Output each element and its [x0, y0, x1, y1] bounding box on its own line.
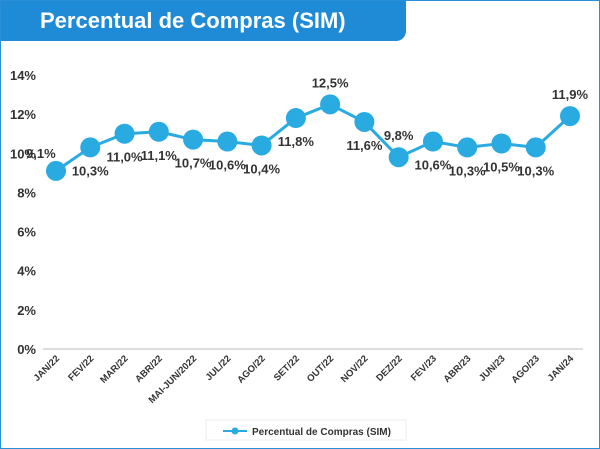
page-title: Percentual de Compras (SIM) — [1, 1, 406, 41]
x-tick-label: ABR/22 — [133, 353, 165, 385]
x-tick-label: JUL/22 — [204, 353, 234, 383]
y-tick-label: 8% — [17, 185, 36, 200]
data-label: 10,7% — [175, 156, 212, 171]
data-labels: 9,1%10,3%11,0%11,1%10,7%10,6%10,4%11,8%1… — [26, 75, 589, 178]
x-tick-label: OUT/22 — [305, 353, 336, 384]
legend-label: Percentual de Compras (SIM) — [252, 427, 391, 438]
y-tick-label: 2% — [17, 303, 36, 318]
data-point — [560, 106, 580, 127]
data-label: 10,4% — [243, 161, 280, 176]
y-tick-label: 6% — [17, 225, 36, 240]
data-label: 9,1% — [26, 146, 56, 161]
x-tick-label: JAN/24 — [546, 353, 577, 384]
data-point — [217, 131, 238, 152]
legend-marker-swatch — [231, 427, 239, 435]
data-point — [457, 137, 478, 158]
x-tick-label: ABR/23 — [442, 353, 474, 385]
x-tick-label: MAR/22 — [98, 353, 130, 385]
data-point — [422, 131, 443, 152]
data-label: 10,3% — [72, 163, 109, 178]
x-tick-label: JAN/22 — [32, 353, 63, 384]
data-label: 10,6% — [209, 158, 246, 173]
x-tick-label: FEV/23 — [409, 353, 439, 383]
x-tick-label: AGO/22 — [235, 353, 267, 385]
x-tick-label: AGO/23 — [509, 353, 541, 385]
data-point — [46, 160, 66, 181]
data-label: 10,3% — [449, 163, 486, 178]
x-tick-label: SET/22 — [272, 353, 302, 383]
x-tick-label: FEV/22 — [66, 353, 96, 383]
data-point — [285, 108, 306, 129]
data-label: 11,1% — [141, 148, 178, 163]
legend: Percentual de Compras (SIM) — [205, 419, 407, 441]
data-point — [183, 129, 204, 150]
data-point — [525, 137, 546, 158]
y-tick-label: 14% — [10, 68, 36, 83]
y-tick-label: 12% — [10, 107, 36, 122]
data-label: 10,5% — [483, 160, 520, 175]
data-label: 9,8% — [384, 128, 414, 143]
data-label: 12,5% — [312, 75, 349, 90]
y-tick-label: 4% — [17, 264, 36, 279]
data-point — [80, 137, 101, 158]
series-line — [55, 102, 572, 173]
data-point — [251, 135, 272, 156]
data-point — [320, 94, 341, 115]
data-label: 11,0% — [106, 150, 143, 165]
data-point — [388, 147, 409, 168]
data-label: 11,8% — [278, 134, 315, 149]
y-tick-label: 10% — [10, 146, 36, 161]
data-point — [491, 133, 512, 154]
legend-box — [205, 419, 407, 441]
data-label: 10,3% — [517, 163, 554, 178]
y-axis-ticks: 0% 2% 4% 6% 8% 10% 12% 14% — [10, 68, 36, 357]
data-point — [114, 123, 135, 144]
data-points — [46, 94, 580, 181]
data-label: 11,9% — [552, 87, 589, 102]
data-label: 10,6% — [414, 158, 451, 173]
data-point — [148, 121, 169, 142]
y-tick-label: 0% — [17, 342, 36, 357]
x-tick-label: DEZ/22 — [374, 353, 405, 384]
x-tick-label: NOV/22 — [339, 353, 371, 385]
x-tick-label: JUN/23 — [477, 353, 508, 384]
data-label: 11,6% — [346, 138, 383, 153]
data-point — [354, 111, 375, 132]
